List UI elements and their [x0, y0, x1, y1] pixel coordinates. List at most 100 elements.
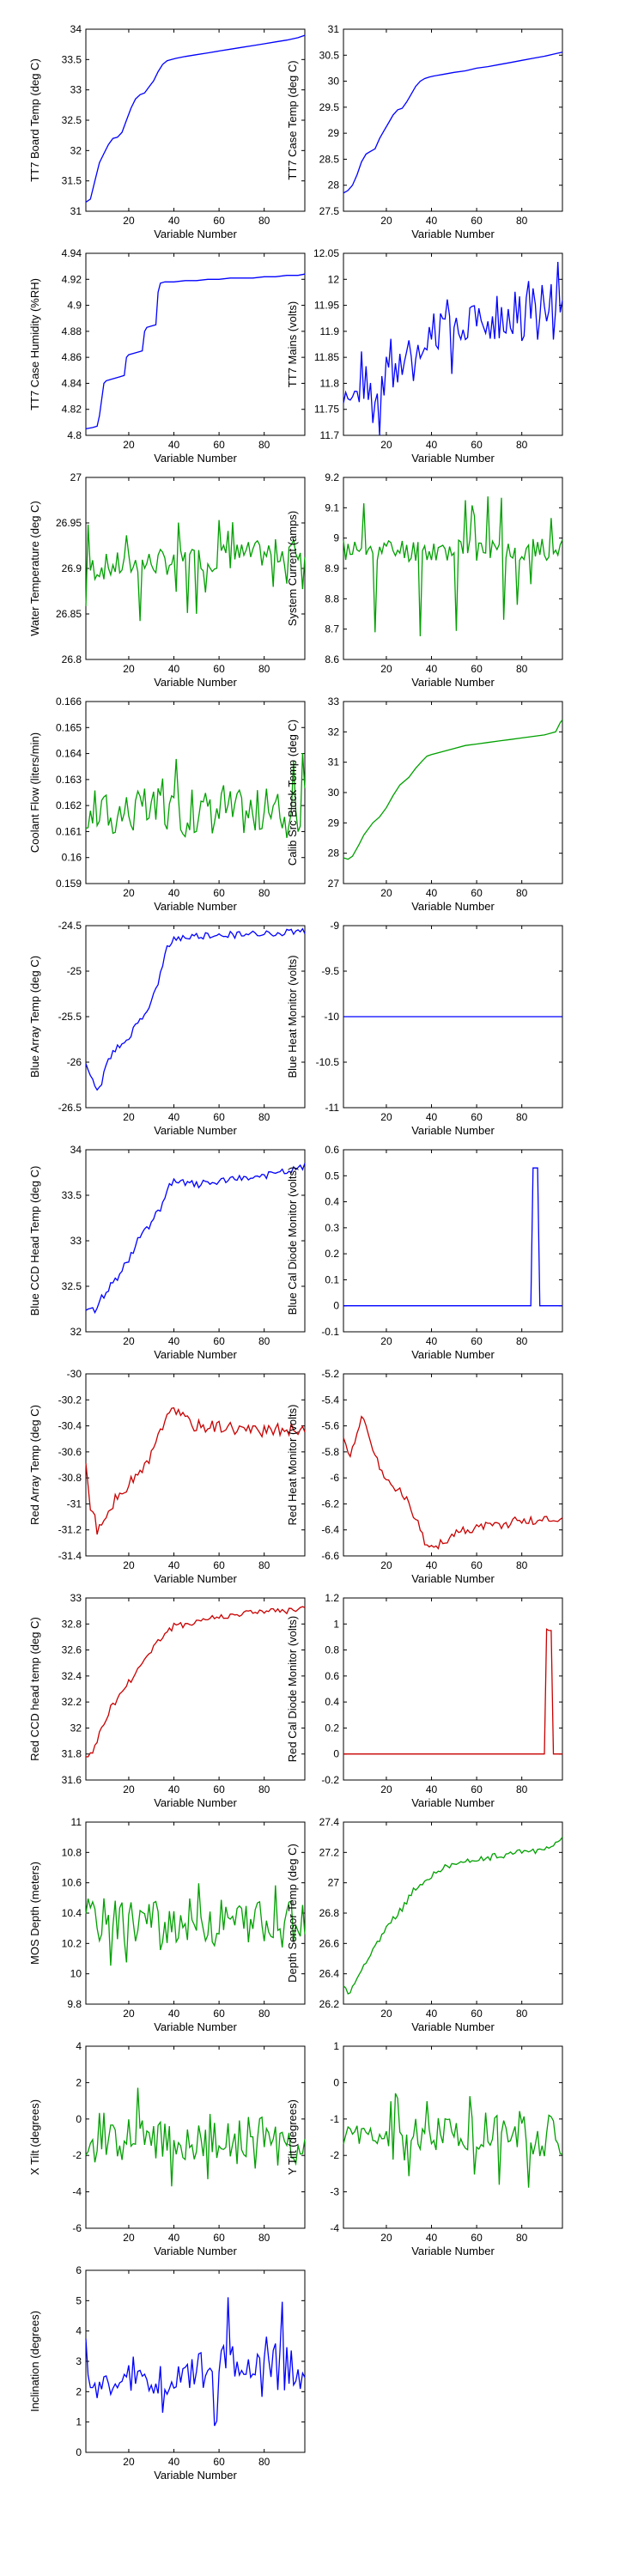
y-tick-label: -5.4 [321, 1394, 339, 1406]
plot-frame [85, 1149, 306, 1333]
y-tick-label: 31 [328, 23, 340, 35]
x-tick-label: 80 [516, 1335, 528, 1347]
plot-frame [343, 2045, 563, 2229]
y-tick-label: 4.9 [67, 300, 82, 312]
y-tick-label: 12 [328, 273, 340, 285]
x-tick-label: 80 [516, 2232, 528, 2244]
x-axis-label: Variable Number [411, 1572, 495, 1585]
x-tick-label: 40 [426, 887, 438, 899]
x-tick-label: 20 [123, 1559, 135, 1571]
y-tick-label: 32.4 [62, 1670, 82, 1682]
y-tick-label: 32 [70, 144, 82, 156]
y-tick-label: 28 [328, 179, 340, 191]
y-axis-label: Red Cal Diode Monitor (volts) [286, 1616, 299, 1763]
y-axis-label: System Current (amps) [286, 511, 299, 626]
chart-panel: 20 40 60 80 31.6 31.8 32 32.2 32.4 32.6 32.8 33 Vari… [28, 1592, 306, 1809]
x-tick-label: 40 [168, 2232, 180, 2244]
y-axis-label: Inclination (degrees) [28, 2311, 41, 2412]
y-tick-label: 0.159 [56, 878, 82, 890]
x-tick-label: 20 [123, 215, 135, 227]
x-axis-label: Variable Number [411, 1348, 495, 1361]
chart-panel: 20 40 60 80 -6.6 -6.4 -6.2 -6 -5.8 -5.6 -5.4 -5.2 Va… [286, 1368, 563, 1585]
x-tick-label: 40 [168, 215, 180, 227]
y-tick-label: 0.4 [325, 1196, 339, 1208]
y-tick-label: 0.5 [325, 1170, 339, 1182]
x-tick-label: 20 [380, 2232, 392, 2244]
series-line [85, 927, 306, 1091]
y-tick-label: -26 [67, 1056, 82, 1068]
y-tick-label: -4 [72, 2186, 82, 2198]
y-tick-label: 4.94 [62, 247, 82, 259]
x-tick-label: 20 [123, 2232, 135, 2244]
x-tick-label: 60 [471, 2232, 483, 2244]
x-tick-label: 40 [426, 1559, 438, 1571]
y-axis-label: X Tilt (degrees) [28, 2099, 41, 2175]
y-axis-label: Red CCD head temp (deg C) [28, 1617, 41, 1761]
x-axis-label: Variable Number [411, 676, 495, 689]
y-tick-label: 26.9 [62, 562, 82, 574]
y-tick-label: -31.4 [58, 1550, 82, 1562]
y-tick-label: 0.16 [62, 852, 82, 864]
x-tick-label: 40 [168, 2008, 180, 2020]
x-tick-label: 40 [426, 1111, 438, 1123]
series-line [343, 496, 563, 637]
x-tick-label: 60 [471, 1335, 483, 1347]
x-axis-label: Variable Number [154, 1124, 237, 1137]
y-tick-label: 10.4 [62, 1907, 82, 1919]
x-axis-label: Variable Number [154, 1348, 237, 1361]
y-tick-label: -1 [330, 2113, 339, 2125]
x-tick-label: 20 [123, 663, 135, 675]
y-axis-label: Blue Cal Diode Monitor (volts) [286, 1167, 299, 1315]
y-tick-label: 30 [328, 76, 340, 88]
y-tick-label: -3 [330, 2186, 339, 2198]
y-tick-label: 34 [70, 23, 82, 35]
x-axis-label: Variable Number [154, 452, 237, 465]
y-tick-label: 9.1 [325, 501, 339, 513]
y-tick-label: 26.4 [319, 1968, 340, 1980]
x-tick-label: 60 [213, 1111, 225, 1123]
y-tick-label: -6 [72, 2222, 82, 2234]
y-tick-label: 27 [70, 471, 82, 483]
y-tick-label: 31.5 [62, 175, 82, 187]
y-tick-label: 28 [328, 848, 340, 860]
x-tick-label: 60 [471, 1783, 483, 1795]
y-tick-label: 1 [76, 2416, 82, 2428]
x-tick-label: 60 [213, 215, 225, 227]
x-axis-label: Variable Number [154, 2245, 237, 2257]
y-tick-label: 27.5 [319, 205, 340, 217]
y-tick-label: 0.162 [56, 799, 82, 811]
y-tick-label: 27 [328, 1877, 340, 1889]
x-tick-label: 20 [380, 1111, 392, 1123]
y-tick-label: 4.84 [62, 377, 82, 389]
x-axis-label: Variable Number [411, 1124, 495, 1137]
y-tick-label: 31 [70, 205, 82, 217]
y-tick-label: 2 [76, 2076, 82, 2088]
y-tick-label: 9.2 [325, 471, 339, 483]
y-tick-label: 34 [70, 1144, 82, 1156]
y-axis-label: TT7 Case Humidity (%RH) [28, 278, 41, 410]
series-line [85, 1163, 306, 1315]
y-axis-label: Blue CCD Head Temp (deg C) [28, 1166, 41, 1316]
y-tick-label: 11.95 [314, 300, 339, 312]
x-axis-label: Variable Number [154, 1572, 237, 1585]
y-tick-label: 26.8 [62, 653, 82, 665]
chart-panel: 20 40 60 80 26.2 26.4 26.6 26.8 27 27.2 27.4 Variab… [286, 1816, 563, 2033]
x-tick-label: 80 [258, 2008, 270, 2020]
y-axis-label: Water Temperature (deg C) [28, 501, 41, 636]
y-tick-label: 33.5 [62, 1189, 82, 1201]
y-axis-label: Blue Array Temp (deg C) [28, 956, 41, 1078]
y-axis-label: MOS Depth (meters) [28, 1862, 41, 1965]
y-tick-label: 29 [328, 817, 340, 829]
y-tick-label: 26.6 [319, 1937, 340, 1949]
y-tick-label: 1 [333, 2040, 339, 2052]
y-tick-label: -24.5 [58, 920, 82, 932]
x-axis-label: Variable Number [154, 676, 237, 689]
y-tick-label: -9 [330, 920, 339, 932]
y-tick-label: 32 [70, 1326, 82, 1338]
x-axis-label: Variable Number [154, 2020, 237, 2033]
x-tick-label: 80 [516, 2008, 528, 2020]
x-axis-label: Variable Number [154, 900, 237, 913]
chart-panel: 20 40 60 80 4.8 4.82 4.84 4.86 4.88 4.9 4.92 4.94 Va… [28, 247, 306, 465]
x-tick-label: 80 [258, 1111, 270, 1123]
y-axis-label: TT7 Mains (volts) [286, 301, 299, 387]
